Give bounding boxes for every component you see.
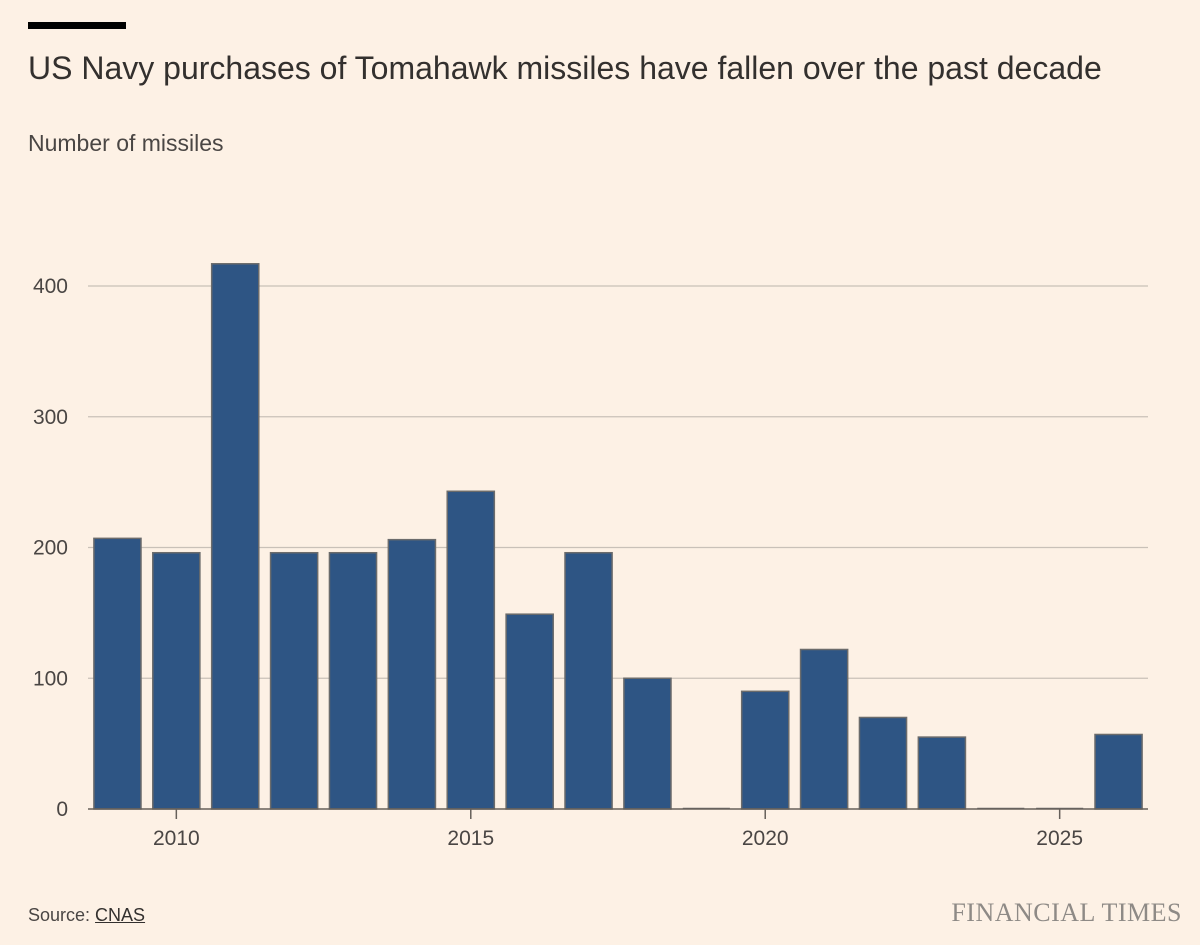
header-bar [28,22,126,29]
y-tick-label: 400 [33,275,68,298]
bar [623,677,672,810]
chart-subtitle: Number of missiles [28,130,224,156]
bar [387,538,437,810]
x-tick-label: 2020 [742,827,789,850]
ft-logo: FINANCIAL TIMES [951,898,1182,927]
bar [564,551,613,810]
bar [269,551,319,810]
bar [740,690,790,810]
bar [328,551,378,810]
x-tick-label: 2015 [447,827,494,850]
y-tick-label: 100 [33,667,68,690]
chart-title: US Navy purchases of Tomahawk missiles h… [28,50,1102,86]
y-tick-label: 300 [33,406,68,429]
bar [93,537,142,810]
source-note: Source: CNAS [28,905,145,926]
x-tick-label: 2010 [153,827,200,850]
bar [210,263,260,810]
bar [152,551,201,810]
bar [446,490,496,810]
bar [917,736,967,810]
y-tick-label: 200 [33,537,68,560]
bar [505,613,554,810]
y-tick-label: 0 [56,798,68,821]
source-prefix: Source: [28,905,96,925]
bar [799,648,849,810]
source-link[interactable]: CNAS [95,905,146,925]
bar [1094,733,1143,810]
bar [858,716,908,810]
x-tick-label: 2025 [1036,827,1083,850]
